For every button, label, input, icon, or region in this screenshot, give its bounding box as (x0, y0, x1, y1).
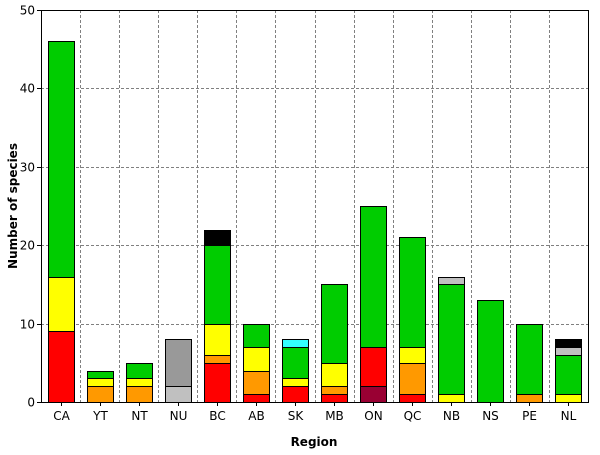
bar-segment (399, 347, 426, 364)
bar-segment (87, 378, 114, 387)
bar-segment (555, 339, 582, 348)
bar-segment (87, 386, 114, 403)
tick-labels: 0 10 20 30 40 50 CA YT NT NU BC AB SK MB ON QC NB NS PE NL (20, 4, 577, 424)
bar-segment (399, 363, 426, 395)
x-tick-label: NL (561, 409, 577, 423)
y-axis-title: Number of species (6, 143, 20, 269)
x-tick-label: YT (92, 409, 108, 423)
y-tick-label: 20 (20, 239, 35, 253)
bar-segment (48, 41, 75, 278)
bar-segment (516, 394, 543, 403)
gridlines (41, 10, 588, 402)
bar-segment (321, 394, 348, 403)
x-tick-label: QC (404, 409, 422, 423)
bar-segment (555, 394, 582, 403)
bar-segment (438, 284, 465, 395)
x-tick-label: SK (288, 409, 305, 423)
x-tick-label: NB (443, 409, 460, 423)
bar-segment (204, 355, 231, 364)
bar-segment (555, 347, 582, 356)
bar-segment (204, 363, 231, 403)
bar-segment (126, 378, 153, 387)
y-tick-label: 50 (20, 4, 35, 18)
bar-segment (204, 324, 231, 356)
x-tick-label: AB (248, 409, 264, 423)
x-tick-label: NU (170, 409, 188, 423)
y-tick-label: 0 (27, 396, 35, 410)
bar-segment (126, 363, 153, 379)
bar-segment (399, 237, 426, 348)
bar-segment (282, 378, 309, 387)
bar-segment (282, 386, 309, 403)
bar-segment (360, 206, 387, 348)
x-tick-label: NT (131, 409, 148, 423)
bar-segment (438, 277, 465, 285)
bar-segment (48, 277, 75, 332)
bar-segment (399, 394, 426, 403)
bar-segment (477, 300, 504, 403)
bar-segment (165, 386, 192, 403)
axes (37, 10, 589, 406)
y-tick-label: 10 (20, 318, 35, 332)
bar-segment (321, 363, 348, 387)
bar-segment (243, 324, 270, 348)
bar-segment (243, 394, 270, 403)
x-axis-title: Region (291, 435, 338, 449)
x-tick-label: NS (482, 409, 499, 423)
y-tick-label: 40 (20, 82, 35, 96)
y-tick-label: 30 (20, 161, 35, 175)
x-tick-label: BC (209, 409, 225, 423)
bar-segment (204, 230, 231, 246)
bars (48, 41, 582, 403)
bar-segment (87, 371, 114, 379)
bar-segment (360, 347, 387, 387)
bar-segment (438, 394, 465, 403)
bar-segment (516, 324, 543, 395)
bar-segment (165, 339, 192, 387)
x-tick-label: ON (364, 409, 382, 423)
bar-segment (282, 339, 309, 348)
x-tick-label: PE (522, 409, 537, 423)
plot-border (41, 10, 589, 403)
bar-segment (126, 386, 153, 403)
bar-segment (282, 347, 309, 379)
bar-segment (321, 284, 348, 364)
bar-segment (48, 331, 75, 403)
bar-segment (360, 386, 387, 403)
bar-segment (555, 355, 582, 395)
x-tick-label: CA (53, 409, 70, 423)
x-tick-label: MB (325, 409, 344, 423)
bar-segment (243, 347, 270, 372)
bar-segment (204, 245, 231, 325)
bar-segment (243, 371, 270, 395)
bar-segment (321, 386, 348, 395)
